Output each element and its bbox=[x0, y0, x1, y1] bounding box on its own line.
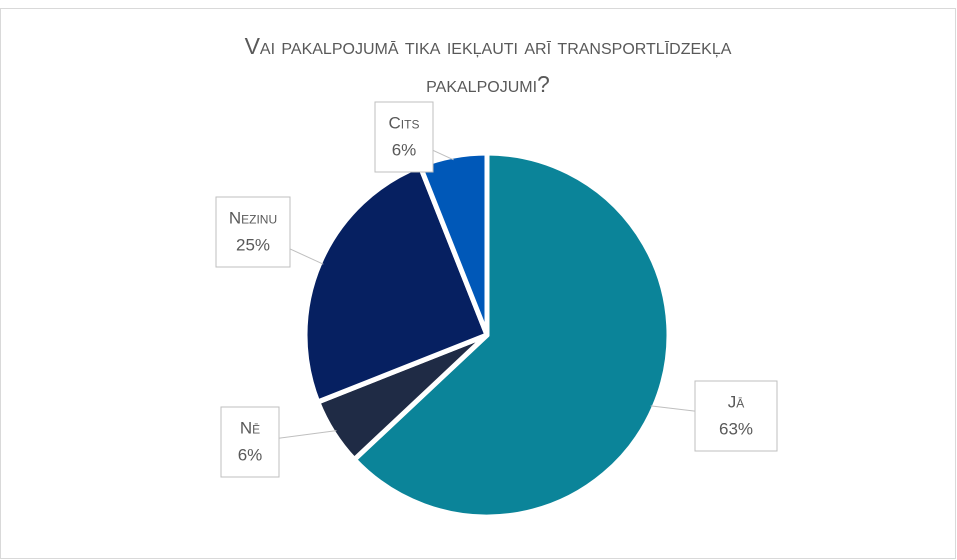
category-label: Nē bbox=[240, 418, 260, 437]
callout-box bbox=[694, 380, 778, 452]
category-label: Jā bbox=[728, 392, 745, 411]
callout-box bbox=[220, 406, 280, 478]
callout-box bbox=[215, 196, 291, 268]
category-label: Nezinu bbox=[229, 208, 277, 227]
value-label: 6% bbox=[392, 140, 417, 159]
chart-title: Vai pakalpojumā tika iekļauti arī transp… bbox=[245, 33, 732, 59]
value-label: 6% bbox=[238, 445, 263, 464]
chart-title-line2: pakalpojumi? bbox=[426, 71, 550, 97]
category-label: Cits bbox=[389, 113, 420, 132]
pie-slice bbox=[351, 150, 672, 520]
value-label: 25% bbox=[236, 235, 270, 254]
callout-box bbox=[374, 101, 434, 173]
value-label: 63% bbox=[719, 419, 753, 438]
